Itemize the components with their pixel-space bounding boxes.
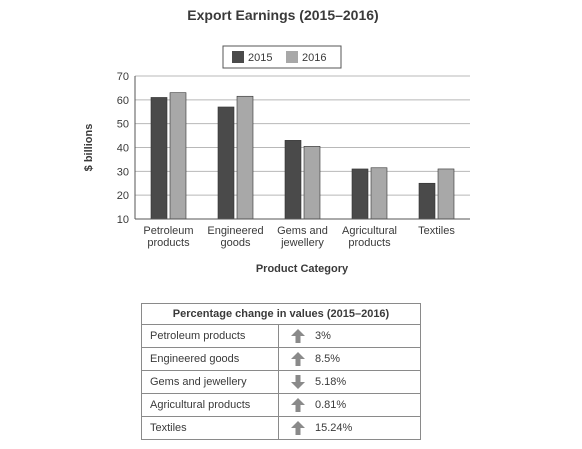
arrow-down-icon [291, 375, 305, 389]
row-category: Agricultural products [141, 393, 279, 417]
table-header-row: Percentage change in values (2015–2016) [141, 303, 421, 325]
arrow-up-icon [291, 352, 305, 366]
table-row: Textiles 15.24% [141, 416, 421, 440]
legend: 2015 2016 [222, 45, 342, 69]
row-category: Petroleum products [141, 324, 279, 348]
row-change-value: 5.18% [315, 375, 347, 388]
x-category-label: Petroleum [143, 225, 193, 237]
legend-label-2015: 2015 [248, 52, 272, 64]
row-change-value: 0.81% [315, 398, 347, 411]
bar-2016-0 [169, 92, 187, 220]
y-tick-label: 10 [117, 214, 129, 226]
bar-2015-1 [217, 106, 235, 220]
bar-2015-0 [150, 97, 168, 220]
bar-2016-2 [303, 146, 321, 220]
export-earnings-chart: Export Earnings (2015–2016) 2015 2016 10… [83, 7, 470, 275]
row-change: 3% [278, 324, 421, 348]
y-tick-label: 20 [117, 190, 129, 202]
row-change-value: 15.24% [315, 421, 353, 434]
table-row: Agricultural products 0.81% [141, 393, 421, 417]
bars [150, 92, 455, 220]
table-row: Gems and jewellery 5.18% [141, 370, 421, 394]
x-category-label: jewellery [280, 237, 324, 249]
row-change-value: 3% [315, 329, 331, 342]
y-axis-ticks: 10 20 30 40 50 60 70 [117, 71, 129, 226]
legend-swatch-2015 [232, 51, 244, 63]
row-change: 5.18% [278, 370, 421, 394]
x-category-label: Textiles [418, 225, 455, 237]
bar-2016-4 [437, 168, 455, 220]
legend-label-2016: 2016 [302, 52, 326, 64]
row-change: 15.24% [278, 416, 421, 440]
table-row: Petroleum products 3% [141, 324, 421, 348]
legend-swatch-2016 [286, 51, 298, 63]
y-tick-label: 60 [117, 95, 129, 107]
arrow-up-icon [291, 398, 305, 412]
bar-2015-3 [351, 168, 369, 220]
x-category-label: goods [221, 237, 251, 249]
bar-2016-1 [236, 95, 254, 220]
row-category: Gems and jewellery [141, 370, 279, 394]
bar-2015-4 [418, 182, 436, 220]
legend-box [222, 45, 342, 69]
bar-2016-3 [370, 167, 388, 220]
gridlines [135, 75, 470, 196]
table-body: Petroleum products 3% Engineered goods 8.5%… [141, 324, 421, 440]
chart-title: Export Earnings (2015–2016) [187, 7, 378, 23]
x-category-label: products [348, 237, 391, 249]
row-change: 8.5% [278, 347, 421, 371]
y-tick-label: 50 [117, 119, 129, 131]
y-axis-label: $ billions [83, 124, 95, 172]
y-tick-label: 40 [117, 143, 129, 155]
row-change: 0.81% [278, 393, 421, 417]
y-tick-label: 30 [117, 166, 129, 178]
x-category-label: Engineered [207, 225, 263, 237]
bar-2015-2 [284, 140, 302, 220]
x-axis-label: Product Category [256, 263, 349, 275]
row-category: Engineered goods [141, 347, 279, 371]
y-tick-label: 70 [117, 71, 129, 83]
arrow-up-icon [291, 421, 305, 435]
x-category-label: Gems and [277, 225, 328, 237]
table-row: Engineered goods 8.5% [141, 347, 421, 371]
table-title: Percentage change in values (2015–2016) [141, 303, 421, 325]
percentage-change-table: Percentage change in values (2015–2016) … [141, 303, 421, 440]
x-category-label: Agricultural [342, 225, 397, 237]
arrow-up-icon [291, 329, 305, 343]
row-change-value: 8.5% [315, 352, 341, 365]
row-category: Textiles [141, 416, 279, 440]
x-category-label: products [147, 237, 190, 249]
